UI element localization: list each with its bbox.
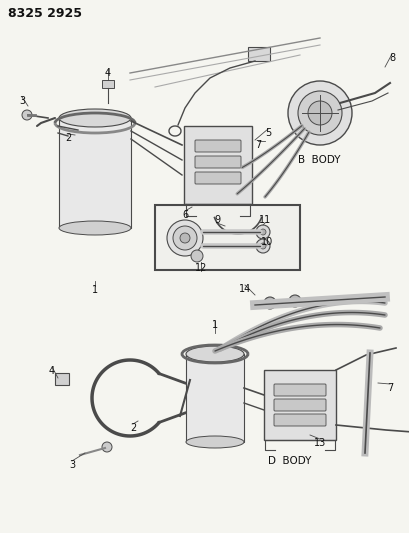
Circle shape bbox=[307, 101, 331, 125]
FancyBboxPatch shape bbox=[247, 47, 270, 61]
Text: 5: 5 bbox=[264, 128, 270, 138]
Text: 13: 13 bbox=[313, 438, 325, 448]
Text: 4: 4 bbox=[49, 366, 55, 376]
Text: 3: 3 bbox=[19, 96, 25, 106]
Text: B  BODY: B BODY bbox=[297, 155, 339, 165]
FancyBboxPatch shape bbox=[195, 140, 240, 152]
Text: 9: 9 bbox=[213, 215, 220, 225]
Ellipse shape bbox=[186, 436, 243, 448]
FancyBboxPatch shape bbox=[195, 156, 240, 168]
FancyBboxPatch shape bbox=[184, 126, 252, 204]
FancyBboxPatch shape bbox=[273, 384, 325, 396]
Text: 6: 6 bbox=[182, 210, 188, 220]
FancyBboxPatch shape bbox=[195, 172, 240, 184]
Circle shape bbox=[173, 226, 196, 250]
Text: 10: 10 bbox=[260, 237, 272, 247]
Text: 11: 11 bbox=[258, 215, 270, 225]
Circle shape bbox=[288, 295, 300, 307]
Text: 1: 1 bbox=[92, 285, 98, 295]
Ellipse shape bbox=[186, 346, 243, 362]
Text: 7: 7 bbox=[386, 383, 392, 393]
Circle shape bbox=[22, 110, 32, 120]
Ellipse shape bbox=[59, 109, 131, 127]
Text: 2: 2 bbox=[65, 133, 71, 143]
Circle shape bbox=[259, 229, 265, 235]
Bar bbox=[155, 205, 299, 270]
FancyBboxPatch shape bbox=[273, 399, 325, 411]
Text: 3: 3 bbox=[69, 460, 75, 470]
Ellipse shape bbox=[59, 221, 131, 235]
Text: 2: 2 bbox=[130, 423, 136, 433]
Circle shape bbox=[297, 91, 341, 135]
Circle shape bbox=[166, 220, 202, 256]
Text: D  BODY: D BODY bbox=[267, 456, 310, 466]
Text: 8325 2925: 8325 2925 bbox=[8, 6, 82, 20]
FancyBboxPatch shape bbox=[273, 414, 325, 426]
Bar bbox=[59, 118, 131, 228]
FancyBboxPatch shape bbox=[102, 80, 114, 88]
Circle shape bbox=[255, 239, 270, 253]
Text: 14: 14 bbox=[238, 284, 250, 294]
Circle shape bbox=[191, 250, 202, 262]
FancyBboxPatch shape bbox=[263, 370, 335, 440]
FancyBboxPatch shape bbox=[55, 373, 69, 385]
Circle shape bbox=[287, 81, 351, 145]
Circle shape bbox=[263, 297, 275, 309]
Circle shape bbox=[204, 222, 211, 230]
Bar bbox=[186, 354, 243, 442]
Text: 1: 1 bbox=[211, 320, 218, 330]
Text: 8: 8 bbox=[388, 53, 394, 63]
Circle shape bbox=[200, 219, 214, 233]
Text: 12: 12 bbox=[194, 263, 207, 273]
Circle shape bbox=[180, 233, 189, 243]
Circle shape bbox=[259, 243, 265, 249]
Circle shape bbox=[102, 442, 112, 452]
Circle shape bbox=[255, 225, 270, 239]
Text: 7: 7 bbox=[254, 140, 261, 150]
Text: 4: 4 bbox=[105, 68, 111, 78]
